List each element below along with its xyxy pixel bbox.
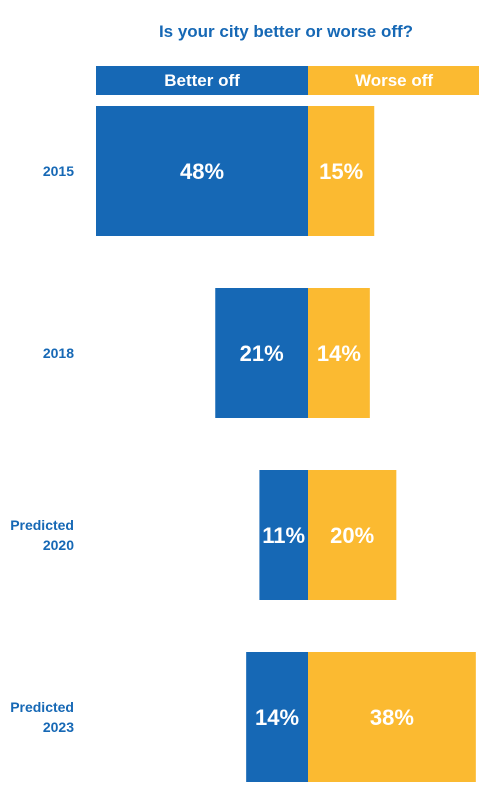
- value-label-better-off: 21%: [240, 341, 284, 366]
- category-label: 2015: [43, 163, 74, 179]
- bar-better-off: [259, 470, 308, 600]
- bar-better-off: [215, 288, 308, 418]
- value-label-worse-off: 38%: [370, 705, 414, 730]
- category-label: Predicted 2023: [10, 699, 74, 735]
- value-label-better-off: 14%: [255, 705, 299, 730]
- category-label: Predicted 2020: [10, 517, 74, 553]
- bar-better-off: [96, 106, 308, 236]
- value-label-better-off: 48%: [180, 159, 224, 184]
- bar-better-off: [246, 652, 308, 782]
- chart-title: Is your city better or worse off?: [159, 22, 413, 41]
- bar-worse-off: [308, 106, 375, 236]
- legend-worse-off-label: Worse off: [355, 71, 433, 90]
- legend-better-off-label: Better off: [164, 71, 240, 90]
- bar-worse-off: [308, 288, 370, 418]
- value-label-worse-off: 20%: [330, 523, 374, 548]
- bar-worse-off: [308, 652, 476, 782]
- value-label-better-off: 11%: [262, 523, 305, 548]
- category-label: 2018: [43, 345, 74, 361]
- bars-group: 48% 15% 2015 21% 14% 2018 11% 20% Predicted 2020 1…: [10, 106, 476, 782]
- legend-worse-off-swatch: [308, 66, 479, 95]
- legend-better-off-swatch: [96, 66, 308, 95]
- value-label-worse-off: 14%: [317, 341, 361, 366]
- legend: Better off Worse off: [96, 66, 479, 95]
- bar-worse-off: [308, 470, 397, 600]
- value-label-worse-off: 15%: [319, 159, 363, 184]
